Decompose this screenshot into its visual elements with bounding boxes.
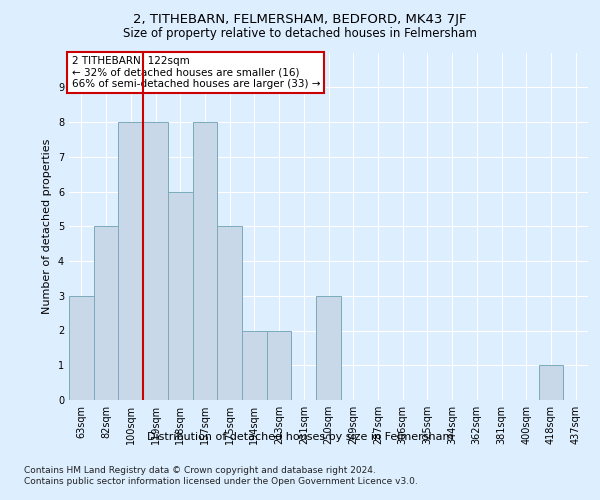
Text: Size of property relative to detached houses in Felmersham: Size of property relative to detached ho… <box>123 28 477 40</box>
Text: Distribution of detached houses by size in Felmersham: Distribution of detached houses by size … <box>147 432 453 442</box>
Bar <box>94 226 118 400</box>
Text: 2 TITHEBARN: 122sqm
← 32% of detached houses are smaller (16)
66% of semi-detach: 2 TITHEBARN: 122sqm ← 32% of detached ho… <box>71 56 320 89</box>
Bar <box>69 296 94 400</box>
Bar <box>217 226 242 400</box>
Y-axis label: Number of detached properties: Number of detached properties <box>43 138 52 314</box>
Bar <box>242 330 267 400</box>
Text: Contains HM Land Registry data © Crown copyright and database right 2024.: Contains HM Land Registry data © Crown c… <box>24 466 376 475</box>
Bar <box>168 192 193 400</box>
Bar <box>267 330 292 400</box>
Text: 2, TITHEBARN, FELMERSHAM, BEDFORD, MK43 7JF: 2, TITHEBARN, FELMERSHAM, BEDFORD, MK43 … <box>133 12 467 26</box>
Bar <box>316 296 341 400</box>
Bar <box>143 122 168 400</box>
Bar <box>118 122 143 400</box>
Bar <box>193 122 217 400</box>
Text: Contains public sector information licensed under the Open Government Licence v3: Contains public sector information licen… <box>24 478 418 486</box>
Bar <box>539 365 563 400</box>
